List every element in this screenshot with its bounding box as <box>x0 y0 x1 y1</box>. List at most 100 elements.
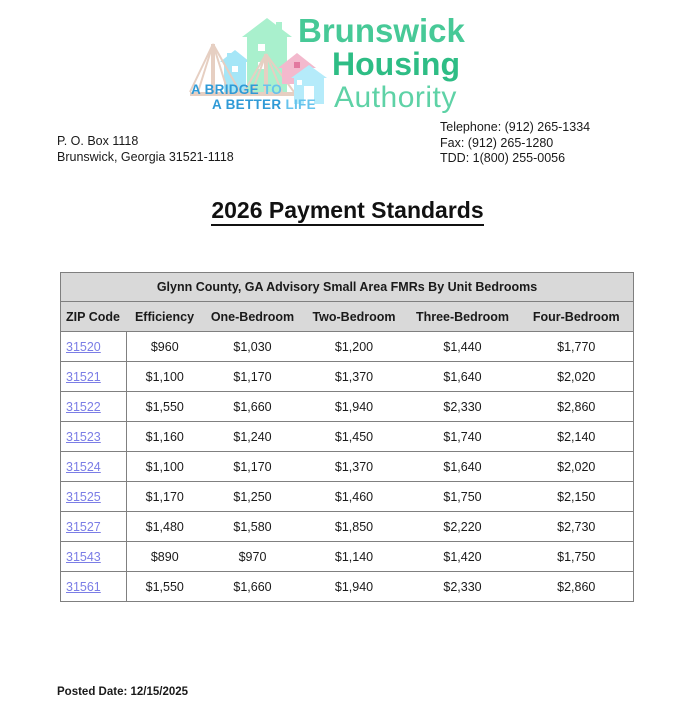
fmr-value-cell: $1,100 <box>126 361 203 392</box>
zip-link[interactable]: 31543 <box>66 549 101 564</box>
bridge-icon <box>189 43 306 96</box>
fmr-value-cell: $1,740 <box>405 421 520 452</box>
column-header: ZIP Code <box>60 301 127 332</box>
zip-link[interactable]: 31521 <box>66 369 101 384</box>
table-row: 31561 $1,550 $1,660 $1,940 $2,330 $2,860 <box>60 571 634 602</box>
fmr-value-cell: $2,140 <box>519 421 634 452</box>
logo-name-line3: Authority <box>334 81 457 114</box>
tagline-text: A BETTER <box>212 97 286 112</box>
fmr-value-cell: $1,750 <box>519 541 634 572</box>
table-row: 31523 $1,160 $1,240 $1,450 $1,740 $2,140 <box>60 421 634 452</box>
zip-cell: 31522 <box>60 391 127 422</box>
table-row: 31521 $1,100 $1,170 $1,370 $1,640 $2,020 <box>60 361 634 392</box>
zip-link[interactable]: 31524 <box>66 459 101 474</box>
logo-tagline-line1: A BRIDGE TO <box>191 82 282 97</box>
fmr-value-cell: $1,640 <box>405 451 520 482</box>
column-header: Two-Bedroom <box>302 301 406 332</box>
zip-cell: 31527 <box>60 511 127 542</box>
fmr-value-cell: $1,160 <box>126 421 203 452</box>
fmr-value-cell: $1,100 <box>126 451 203 482</box>
zip-link[interactable]: 31527 <box>66 519 101 534</box>
column-header: Three-Bedroom <box>405 301 520 332</box>
zip-link[interactable]: 31520 <box>66 339 101 354</box>
logo-name-line1: Brunswick <box>298 12 465 49</box>
house-icon <box>220 50 250 92</box>
table-row: 31522 $1,550 $1,660 $1,940 $2,330 $2,860 <box>60 391 634 422</box>
fmr-value-cell: $2,220 <box>405 511 520 542</box>
table-row: 31524 $1,100 $1,170 $1,370 $1,640 $2,020 <box>60 451 634 482</box>
fmr-value-cell: $2,330 <box>405 571 520 602</box>
mailing-address: P. O. Box 1118 Brunswick, Georgia 31521-… <box>57 133 234 165</box>
logo-name-line2: Housing <box>332 46 460 82</box>
fmr-value-cell: $1,170 <box>126 481 203 512</box>
fmr-value-cell: $1,750 <box>405 481 520 512</box>
fmr-value-cell: $970 <box>202 541 303 572</box>
page-title: 2026 Payment Standards <box>0 189 695 226</box>
page-title-text: 2026 Payment Standards <box>211 197 484 226</box>
zip-cell: 31520 <box>60 331 127 362</box>
fmr-value-cell: $1,370 <box>302 451 406 482</box>
fmr-value-cell: $1,250 <box>202 481 303 512</box>
table-body: 31520 $960 $1,030 $1,200 $1,440 $1,770 31521 $1… <box>60 331 634 602</box>
fmr-value-cell: $1,170 <box>202 361 303 392</box>
fmr-value-cell: $1,770 <box>519 331 634 362</box>
fmr-value-cell: $1,660 <box>202 391 303 422</box>
table-row: 31527 $1,480 $1,580 $1,850 $2,220 $2,730 <box>60 511 634 542</box>
zip-link[interactable]: 31523 <box>66 429 101 444</box>
fmr-value-cell: $1,850 <box>302 511 406 542</box>
zip-cell: 31525 <box>60 481 127 512</box>
fmr-value-cell: $1,940 <box>302 571 406 602</box>
zip-cell: 31523 <box>60 421 127 452</box>
fmr-value-cell: $1,200 <box>302 331 406 362</box>
tagline-text: LIFE <box>285 97 316 112</box>
table-row: 31525 $1,170 $1,250 $1,460 $1,750 $2,150 <box>60 481 634 512</box>
fmr-value-cell: $1,370 <box>302 361 406 392</box>
logo-graphic <box>189 18 327 104</box>
column-header: One-Bedroom <box>202 301 303 332</box>
fmr-value-cell: $1,640 <box>405 361 520 392</box>
fmr-value-cell: $1,140 <box>302 541 406 572</box>
column-header: Efficiency <box>126 301 203 332</box>
zip-cell: 31524 <box>60 451 127 482</box>
zip-cell: 31521 <box>60 361 127 392</box>
logo-wordmark: Brunswick Housing Authority <box>296 14 496 113</box>
table-caption: Glynn County, GA Advisory Small Area FMR… <box>60 272 634 302</box>
address-line: Brunswick, Georgia 31521-1118 <box>57 150 234 164</box>
fmr-value-cell: $2,020 <box>519 361 634 392</box>
fax-line: Fax: (912) 265-1280 <box>440 135 554 150</box>
fmr-value-cell: $1,660 <box>202 571 303 602</box>
zip-link[interactable]: 31522 <box>66 399 101 414</box>
column-header: Four-Bedroom <box>519 301 634 332</box>
fmr-value-cell: $2,860 <box>519 571 634 602</box>
fmr-value-cell: $2,730 <box>519 511 634 542</box>
tdd-line: TDD: 1(800) 255-0056 <box>440 151 566 165</box>
logo: A BRIDGE TO A BETTER LIFE Brunswick Hous… <box>0 0 695 120</box>
table-caption-row: Glynn County, GA Advisory Small Area FMR… <box>60 272 634 302</box>
fmr-value-cell: $1,030 <box>202 331 303 362</box>
contact-numbers: Telephone: (912) 265-1334 Fax: (912) 265… <box>440 120 590 167</box>
address-line: P. O. Box 1118 <box>57 134 139 148</box>
telephone-line: Telephone: (912) 265-1334 <box>440 120 591 134</box>
fmr-value-cell: $2,020 <box>519 451 634 482</box>
fmr-value-cell: $960 <box>126 331 203 362</box>
fmr-value-cell: $1,420 <box>405 541 520 572</box>
fmr-value-cell: $1,460 <box>302 481 406 512</box>
fmr-value-cell: $1,940 <box>302 391 406 422</box>
fmr-value-cell: $1,480 <box>126 511 203 542</box>
zip-cell: 31543 <box>60 541 127 572</box>
zip-link[interactable]: 31525 <box>66 489 101 504</box>
logo-tagline-line2: A BETTER LIFE <box>212 97 316 112</box>
table-row: 31543 $890 $970 $1,140 $1,420 $1,750 <box>60 541 634 572</box>
tagline-text: TO <box>262 82 283 97</box>
fmr-value-cell: $1,170 <box>202 451 303 482</box>
fmr-value-cell: $2,860 <box>519 391 634 422</box>
fmr-value-cell: $1,440 <box>405 331 520 362</box>
fmr-value-cell: $1,450 <box>302 421 406 452</box>
zip-link[interactable]: 31561 <box>66 579 101 594</box>
fmr-value-cell: $1,550 <box>126 571 203 602</box>
table-row: 31520 $960 $1,030 $1,200 $1,440 $1,770 <box>60 331 634 362</box>
fmr-table: Glynn County, GA Advisory Small Area FMR… <box>60 272 635 602</box>
footer-dates: Posted Date: 12/15/2025 Board Approval:1… <box>57 655 204 705</box>
house-icon <box>291 65 327 104</box>
